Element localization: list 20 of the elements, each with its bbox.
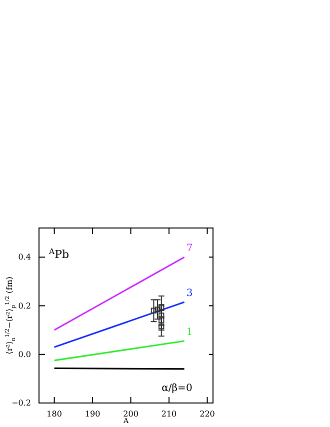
series-label: 1 (186, 327, 193, 338)
series-label: α/β=0 (162, 382, 192, 394)
point (158, 312, 164, 318)
y-tick-label: 0.2 (18, 301, 31, 310)
point (150, 308, 157, 314)
x-tick-label: 210 (161, 410, 177, 419)
x-tick-label: 200 (123, 410, 138, 419)
point (158, 304, 164, 310)
point (158, 318, 164, 324)
y-tick-label: 0.0 (18, 350, 31, 359)
y-tick-label: 0.4 (18, 252, 31, 262)
x-tick-label: 180 (46, 410, 62, 419)
point (154, 306, 160, 312)
annotation: $^{A}$Pb (48, 246, 70, 261)
x-tick-label: 190 (84, 410, 100, 419)
series-label: 7 (186, 243, 193, 254)
point (158, 324, 164, 330)
y-tick-label: −0.2 (12, 398, 31, 408)
x-tick-label: 220 (200, 410, 215, 419)
series-label: 3 (186, 288, 193, 300)
